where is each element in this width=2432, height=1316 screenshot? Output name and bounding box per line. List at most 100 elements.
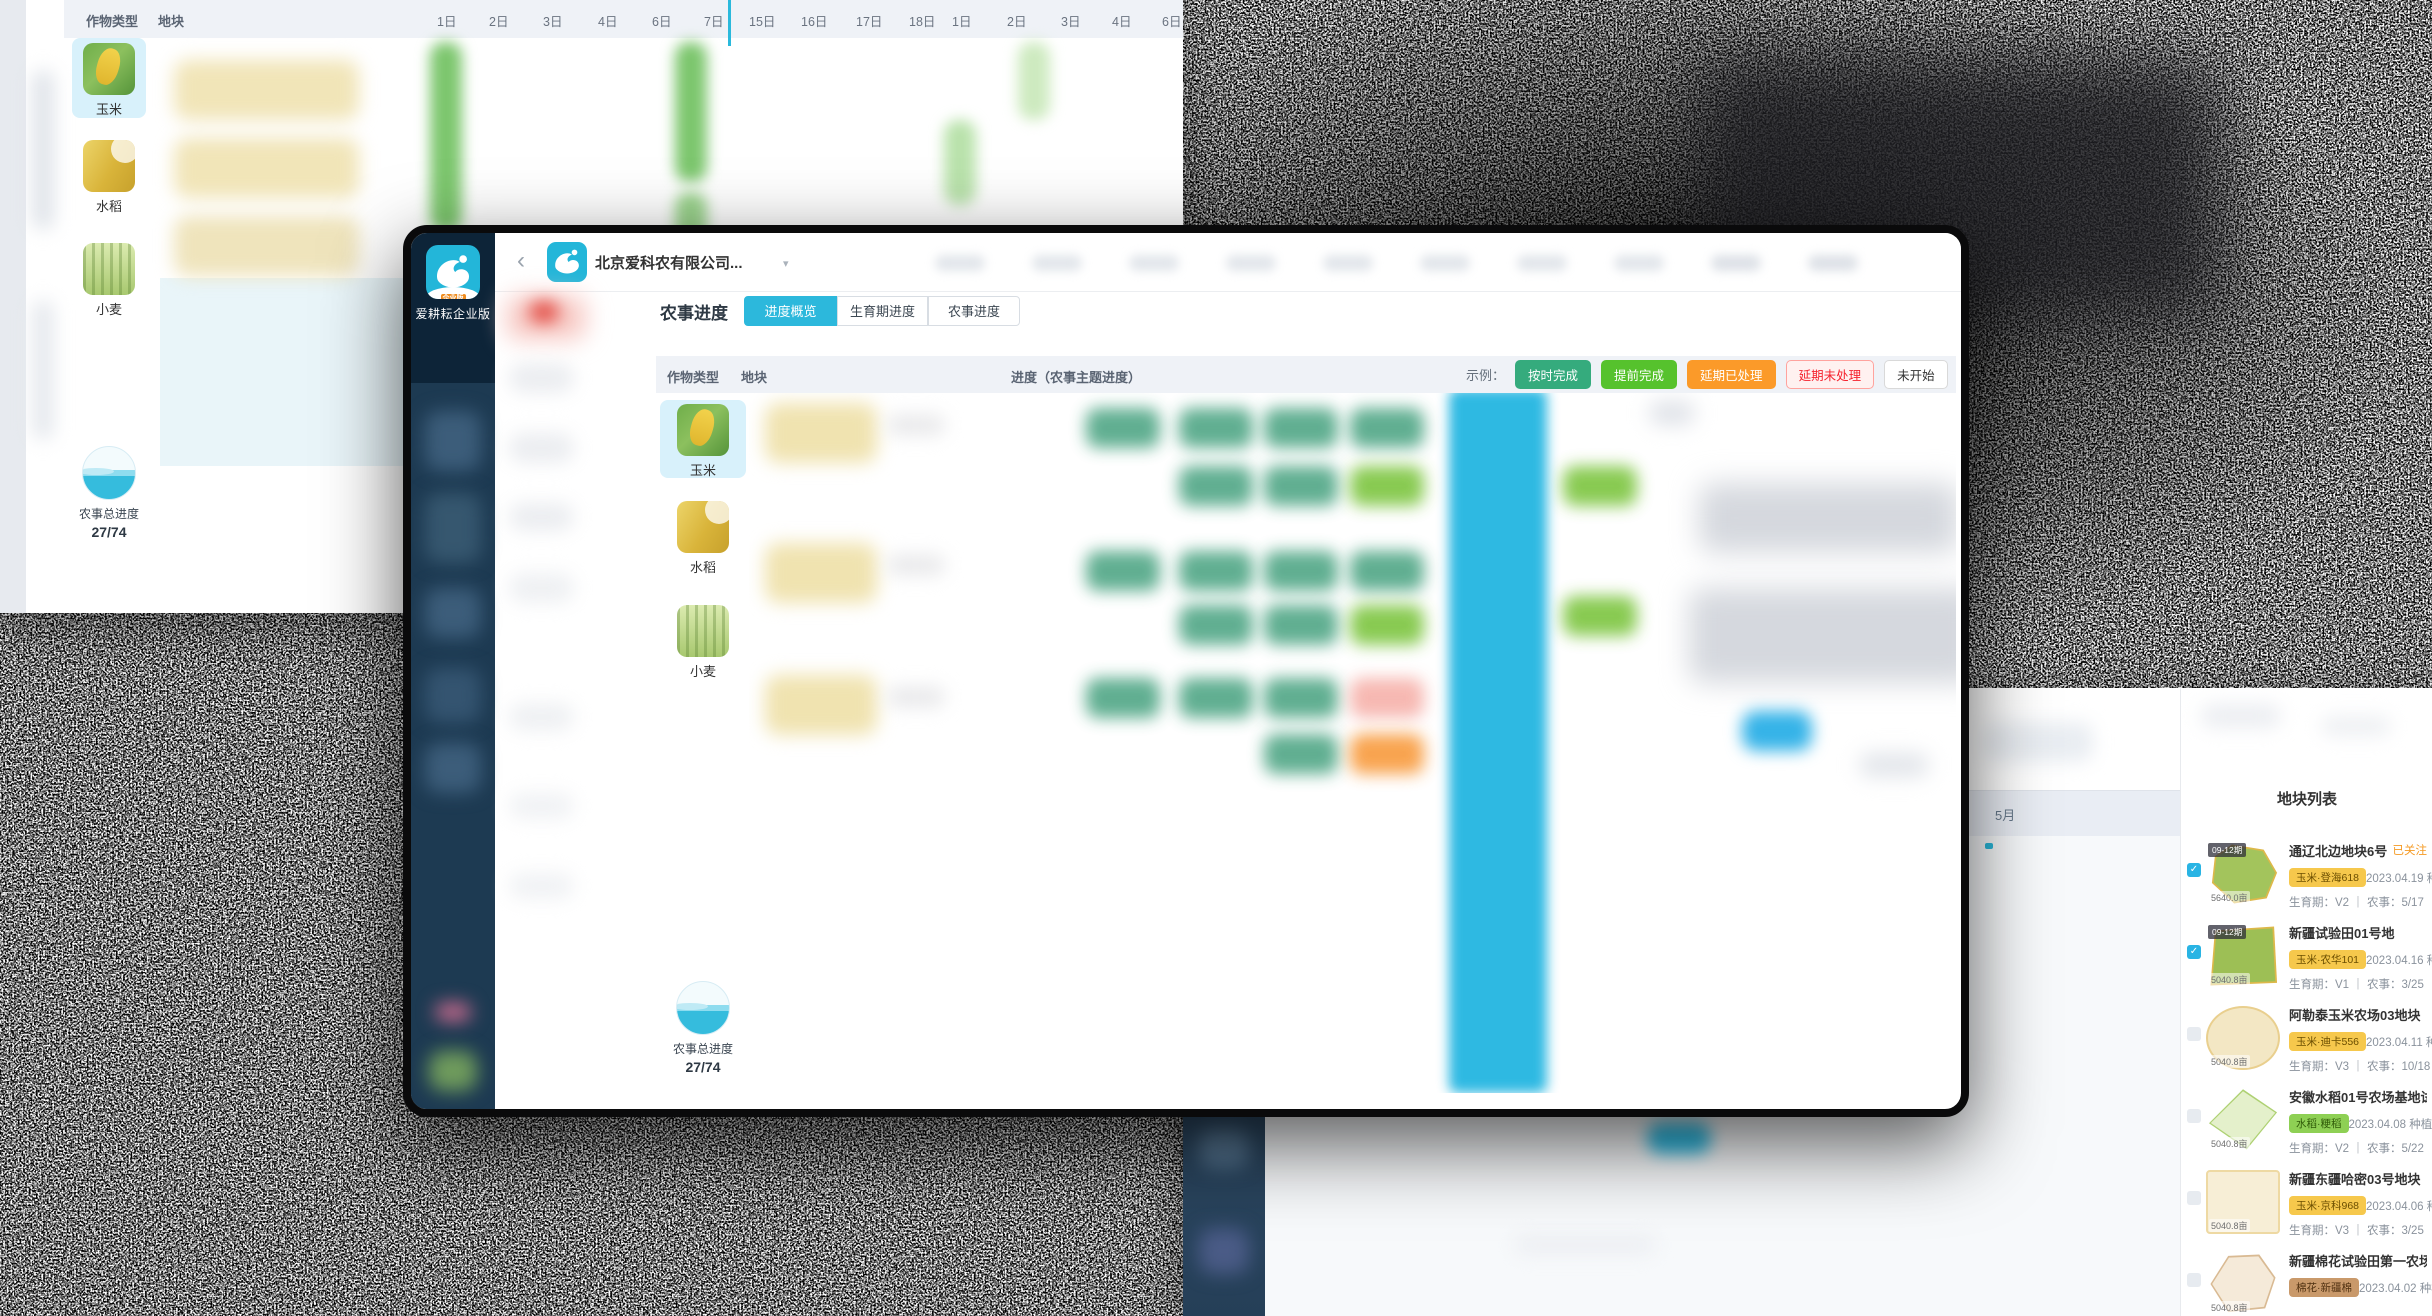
date-column-label: 4日: [1112, 15, 1132, 29]
plot-area-label: 5040.8亩: [2209, 1055, 2250, 1068]
plot-list-item[interactable]: 5040.8亩 安徽水稻01号农场基地试验田 水稻·粳稻 2023.04.08 …: [2181, 1081, 2432, 1163]
followed-link[interactable]: 已关注: [2392, 845, 2428, 857]
progress-label: 农事总进度: [672, 1042, 733, 1056]
date-column-label: 7日: [704, 15, 724, 29]
blurred-action-button: [1742, 711, 1812, 751]
crop-variety-tag: 水稻·粳稻: [2289, 1114, 2349, 1133]
blurred-task-pill: [1179, 408, 1253, 448]
wheat-image: [83, 243, 135, 295]
plot-list-title: 地块列表: [2276, 791, 2337, 808]
plot-area-label: 5640.0亩: [2209, 891, 2250, 904]
blurred-plot-label: [887, 415, 945, 435]
crop-item-wheat[interactable]: 小麦: [71, 243, 147, 318]
blurred-task-pill: [1350, 734, 1424, 774]
blurred-plot-thumb: [765, 675, 877, 735]
crop-item-corn[interactable]: 玉米: [71, 43, 147, 118]
company-logo-icon: [547, 242, 587, 282]
blurred-task-pill: [1350, 678, 1424, 718]
blurred-nav-item: [425, 743, 481, 793]
plot-checkbox-unchecked[interactable]: [2187, 1191, 2201, 1205]
plot-list-item[interactable]: 5040.8亩 阿勒泰玉米农场03地块 玉米·迪卡556 2023.04.11 …: [2181, 999, 2432, 1081]
plot-list-item[interactable]: 5040.8亩 新疆棉花试验田第一农场 棉花·新疆棉 2023.04.02 种植: [2181, 1245, 2432, 1316]
corn-image: [83, 43, 135, 95]
legend-caption: 示例：: [1466, 368, 1506, 383]
plot-meta: 生育期：V2 ｜ 农事：5/22: [2289, 1143, 2424, 1155]
blurred-task-pill: [1264, 678, 1338, 718]
plot-checkbox-unchecked[interactable]: [2187, 1109, 2201, 1123]
blurred-event: [1515, 1236, 1655, 1254]
blurred-task-pill: [1264, 466, 1338, 506]
blurred-task-bar: [675, 42, 707, 182]
status-legend: 示例： 按时完成 提前完成 延期已处理 延期未处理 未开始: [1466, 360, 1948, 389]
crop-label: 玉米: [95, 102, 122, 117]
plot-list-item[interactable]: ✓ 09-12期 5640.0亩 通辽北边地块6号 已关注 玉米·登海618 2…: [2181, 835, 2432, 917]
plot-name: 阿勒泰玉米农场03地块: [2289, 1008, 2421, 1023]
blurred-plot-thumb: [765, 403, 877, 463]
tab-growth-stage[interactable]: 生育期进度: [837, 296, 928, 326]
plot-checkbox-unchecked[interactable]: [2187, 1273, 2201, 1287]
plant-date: 2023.04.02 种植: [2359, 1282, 2432, 1295]
plot-checkbox-checked[interactable]: ✓: [2187, 863, 2201, 877]
progress-count: 27/74: [91, 524, 127, 540]
blurred-task-bar: [1018, 42, 1050, 120]
dropdown-caret-icon[interactable]: ▾: [783, 258, 789, 270]
blurred-plot-thumb: [765, 543, 877, 603]
total-progress-widget: 30% 农事总进度 27/74: [62, 446, 156, 540]
plot-checkbox-unchecked[interactable]: [2187, 1027, 2201, 1041]
blurred-task-pill: [1086, 678, 1160, 718]
blurred-nav-remnant: [509, 573, 574, 603]
blurred-nav: [1199, 1128, 1249, 1168]
blurred-toolbar-item: [1032, 255, 1082, 271]
crop-label: 小麦: [95, 302, 122, 317]
blurred-toolbar-item: [1808, 255, 1858, 271]
blurred-plot-row: [174, 216, 359, 276]
blurred-tooltip-text: [1699, 483, 1956, 553]
date-column-label: 1日: [437, 15, 457, 29]
plot-list-panel: 地块列表 ✓ 09-12期 5640.0亩 通辽北边地块6号 已关注 玉米·登海…: [2180, 688, 2432, 1316]
crop-label: 水稻: [95, 199, 122, 214]
blurred-nav-pink: [435, 1003, 471, 1021]
blurred-toolbar: [2201, 704, 2281, 728]
blurred-tooltip-text: [1859, 753, 1929, 777]
legend-delay-handled: 延期已处理: [1687, 360, 1776, 389]
col-plot: 地块: [741, 370, 768, 385]
blurred-toolbar-item: [1129, 255, 1179, 271]
corn-image: [677, 404, 729, 456]
crop-item-rice[interactable]: 水稻: [665, 501, 741, 576]
date-column-label: 16日: [801, 15, 828, 29]
blurred-task-bar: [944, 120, 976, 205]
plot-list-item[interactable]: 5040.8亩 新疆东疆哈密03号地块 玉米·京科968 2023.04.06 …: [2181, 1163, 2432, 1245]
main-window: 企业版 爱耕耘企业版 ‹ 北京爱科农有限公司... ▾: [403, 225, 1969, 1117]
plot-meta: 生育期：V3 ｜ 农事：3/25: [2289, 1225, 2424, 1237]
blurred-red-badge: [529, 301, 559, 323]
progress-label: 农事总进度: [78, 507, 139, 521]
plot-thumbnail: 09-12期 5640.0亩: [2206, 842, 2280, 906]
blurred-nav: [32, 300, 54, 440]
blurred-task-pill: [1563, 466, 1637, 506]
blurred-toolbar-item: [1420, 255, 1470, 271]
tab-farm-task[interactable]: 农事进度: [928, 296, 1020, 326]
crop-item-corn[interactable]: 玉米: [665, 404, 741, 479]
plot-area-label: 5040.8亩: [2209, 973, 2250, 986]
progress-water-icon: [82, 446, 136, 500]
crop-variety-tag: 玉米·农华101: [2289, 950, 2367, 969]
plot-area-label: 5040.8亩: [2209, 1219, 2250, 1232]
crop-item-rice[interactable]: 水稻: [71, 140, 147, 215]
plot-list-item[interactable]: ✓ 09-12期 5040.8亩 新疆试验田01号地 玉米·农华101 2023…: [2181, 917, 2432, 999]
left-chrome: [0, 0, 26, 613]
legend-early: 提前完成: [1601, 360, 1678, 389]
plot-meta: 生育期：V3 ｜ 农事：10/18: [2289, 1061, 2431, 1073]
blurred-toolbar-item: [1226, 255, 1276, 271]
crop-item-wheat[interactable]: 小麦: [665, 605, 741, 680]
blurred-toolbar: [2321, 716, 2391, 736]
plot-name: 新疆试验田01号地: [2289, 926, 2395, 941]
tab-progress-overview[interactable]: 进度概览: [744, 296, 837, 326]
plot-meta: 生育期：V2 ｜ 农事：5/17: [2289, 897, 2424, 909]
back-icon[interactable]: ‹: [517, 247, 525, 274]
plot-thumbnail: 5040.8亩: [2206, 1252, 2280, 1316]
plot-checkbox-checked[interactable]: ✓: [2187, 945, 2201, 959]
plant-date: 2023.04.19 种植: [2366, 872, 2432, 885]
today-column-bar: [1449, 393, 1547, 1093]
month-label: 5月: [1995, 808, 2016, 823]
blurred-tooltip-text: [1689, 588, 1956, 683]
